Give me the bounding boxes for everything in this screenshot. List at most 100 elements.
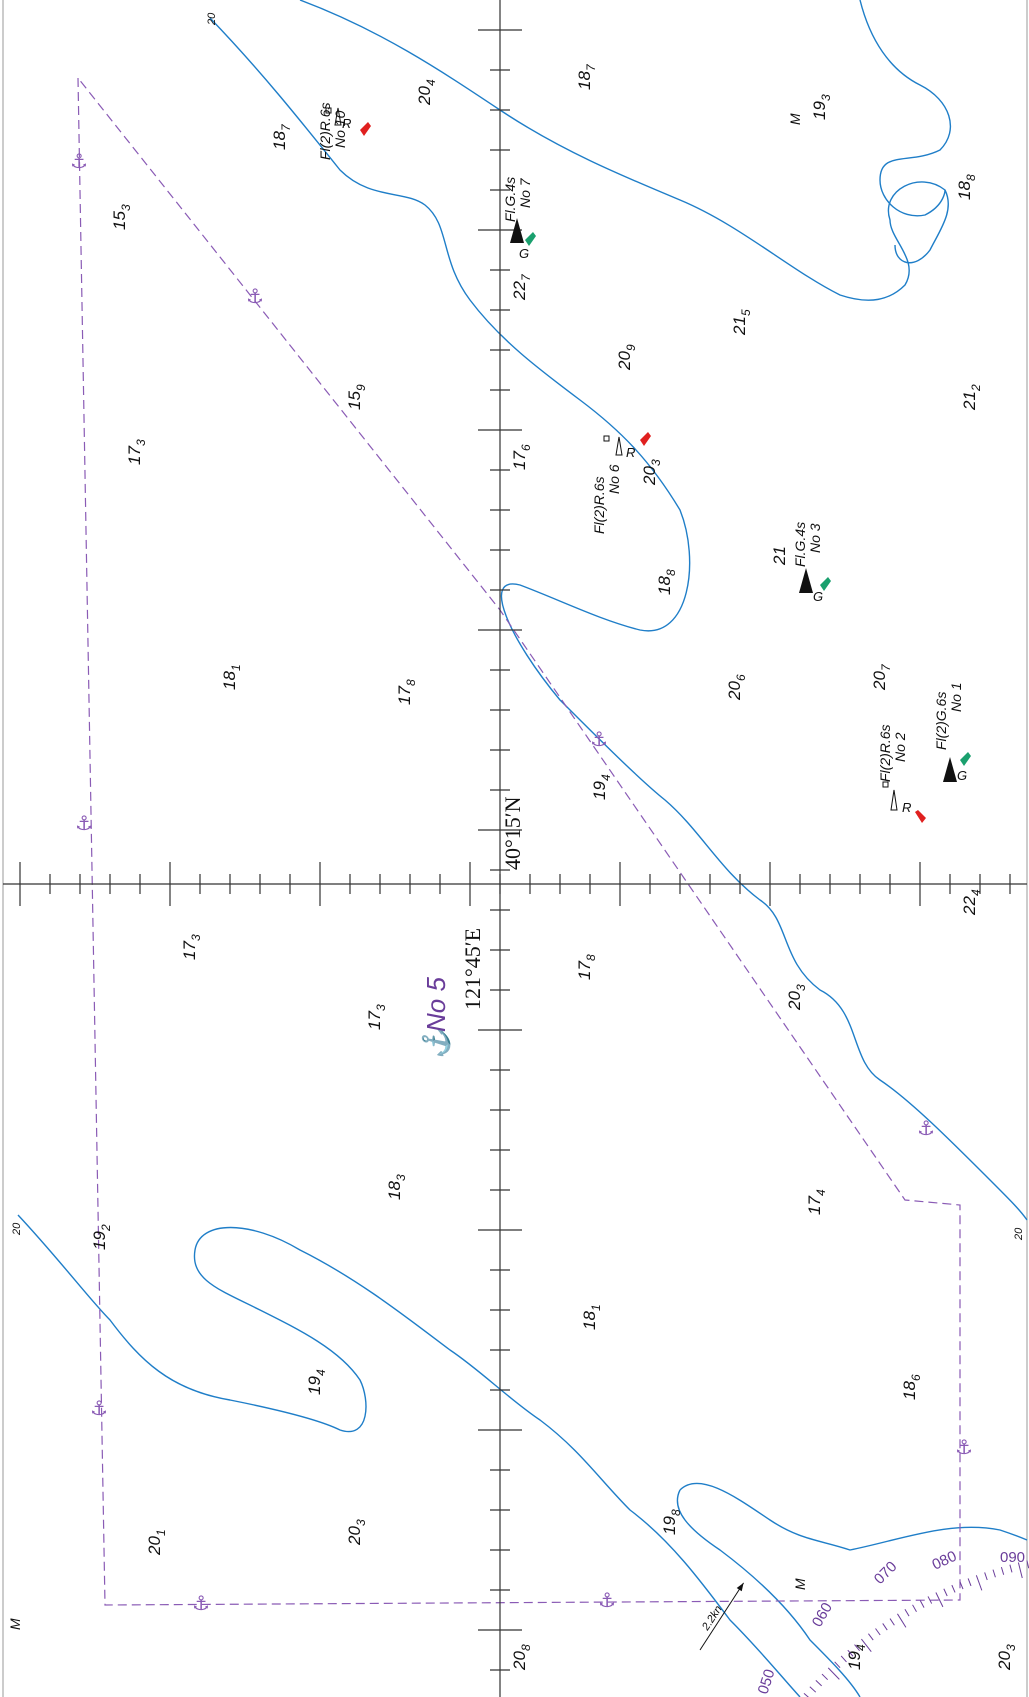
sounding-decimetres: 4 xyxy=(314,1369,328,1376)
sounding: 203 xyxy=(640,459,663,486)
anchor-icon: ⚓ xyxy=(598,1588,616,1612)
red-buoy-icon xyxy=(640,432,651,446)
buoy-char: Fl(2)R.6s xyxy=(317,102,333,160)
anchor-icon: ⚓ xyxy=(421,1024,451,1060)
sounding: 188 xyxy=(655,569,678,595)
sounding-decimetres: 7 xyxy=(584,63,598,71)
rose-tick xyxy=(919,1600,925,1608)
buoy-colour: G xyxy=(813,589,823,604)
sounding: 198 xyxy=(660,1509,683,1535)
rose-tick xyxy=(943,1588,948,1597)
rose-tick xyxy=(959,1581,964,1590)
sounding-metres: 17 xyxy=(575,961,594,980)
sounding-decimetres: 3 xyxy=(649,459,663,466)
light-buoys[interactable]: R Fl(2)R.6s No 10 G Fl.G.4s No 7 R Fl(2)… xyxy=(317,102,971,823)
rose-tick xyxy=(927,1596,933,1604)
rose-tick xyxy=(815,1679,822,1687)
sounding-metres: 21 xyxy=(960,391,979,411)
buoy-char: Fl.G.4s xyxy=(502,177,518,222)
sounding-decimetres: 6 xyxy=(909,1374,923,1381)
sounding: 178 xyxy=(575,954,598,980)
sounding-decimetres: 8 xyxy=(404,679,418,686)
sounding: 186 xyxy=(900,1374,923,1400)
buoy-colour: R xyxy=(626,445,635,460)
sounding-decimetres: 4 xyxy=(599,774,613,781)
anchorage-label[interactable]: ⚓ No 5 xyxy=(421,977,451,1060)
sounding-decimetres: 4 xyxy=(814,1189,828,1196)
sounding-metres: 20 xyxy=(145,1536,164,1556)
rose-tick xyxy=(834,1661,841,1669)
rose-tick xyxy=(975,1575,983,1591)
sounding-metres: 18 xyxy=(220,671,239,690)
buoy-name: No 2 xyxy=(892,732,908,762)
green-buoy-icon xyxy=(525,232,536,246)
sounding-metres: 20 xyxy=(870,671,889,691)
sounding: 193 xyxy=(810,94,833,120)
sounding: 188 xyxy=(955,174,978,200)
sounding: 206 xyxy=(725,674,748,701)
sounding-decimetres: 1 xyxy=(229,664,243,671)
sounding-decimetres: 1 xyxy=(154,1529,168,1536)
sounding-metres: 17 xyxy=(365,1011,384,1030)
rose-tick xyxy=(935,1592,944,1608)
rose-tick xyxy=(875,1628,881,1636)
bottom-quality: M xyxy=(7,1618,23,1630)
rose-tick xyxy=(912,1604,917,1613)
green-buoy-icon xyxy=(960,752,971,766)
buoy-no3: G Fl.G.4s No 3 xyxy=(792,522,831,604)
sounding-decimetres: 8 xyxy=(664,569,678,576)
buoy-colour: G xyxy=(957,768,967,783)
sounding: 181 xyxy=(220,664,243,690)
sounding-metres: 18 xyxy=(955,181,974,200)
rose-tick xyxy=(821,1673,829,1681)
sounding-decimetres: 7 xyxy=(879,663,893,671)
sounding: 21 xyxy=(770,546,789,566)
sounding-decimetres: 6 xyxy=(734,674,748,681)
buoy-name: No 6 xyxy=(606,464,622,494)
sounding-metres: 20 xyxy=(995,1651,1014,1671)
sounding: 209 xyxy=(615,344,638,371)
sounding-metres: 20 xyxy=(510,1651,529,1671)
rose-tick xyxy=(992,1569,996,1578)
sounding: 176 xyxy=(510,444,533,470)
sounding: 204 xyxy=(415,79,438,106)
anchor-icon: ⚓ xyxy=(590,727,608,751)
sounding: 215 xyxy=(730,309,753,336)
rose-tick xyxy=(967,1578,972,1587)
sounding-metres: 17 xyxy=(125,446,144,465)
anchor-icon: ⚓ xyxy=(955,1435,973,1459)
contour-20m-c xyxy=(859,0,951,217)
rose-tick xyxy=(1026,1560,1029,1569)
rose-tick xyxy=(861,1638,872,1652)
rose-tick-label: 050 xyxy=(755,1667,779,1696)
sounding-decimetres: 3 xyxy=(794,984,808,991)
rose-tick xyxy=(854,1644,860,1652)
anchor-icon: ⚓ xyxy=(75,811,93,835)
rose-tick xyxy=(809,1686,817,1693)
sounding-decimetres: 4 xyxy=(969,889,983,896)
buoy-no2: R Fl(2)R.6s No 2 xyxy=(877,724,926,823)
buoy-colour: G xyxy=(519,246,529,261)
sounding: 203 xyxy=(785,984,808,1011)
sounding-decimetres: 3 xyxy=(394,1174,408,1181)
sounding-metres: 17 xyxy=(395,686,414,705)
buoy-no7: G Fl.G.4s No 7 xyxy=(502,177,536,261)
sounding: 194 xyxy=(305,1369,328,1395)
longitude-label: 121°45′E xyxy=(460,928,485,1010)
sounding-metres: 15 xyxy=(345,391,364,410)
sounding: 201 xyxy=(145,1529,168,1556)
sounding: 212 xyxy=(960,384,983,411)
sounding-decimetres: 3 xyxy=(134,439,148,446)
contour-label: 20 xyxy=(11,1222,23,1236)
sounding-decimetres: 1 xyxy=(589,1304,603,1311)
rose-tick xyxy=(1009,1564,1013,1573)
sounding-decimetres: 9 xyxy=(354,384,368,391)
compass-rose[interactable]: 050 060 070 080 090 2.2kn xyxy=(689,1548,1029,1697)
rose-tick xyxy=(868,1633,874,1641)
sounding-metres: 17 xyxy=(180,941,199,960)
anchor-icon: ⚓ xyxy=(70,149,88,173)
sounding: 203 xyxy=(995,1644,1018,1671)
contour-20m-a xyxy=(209,17,1028,1221)
